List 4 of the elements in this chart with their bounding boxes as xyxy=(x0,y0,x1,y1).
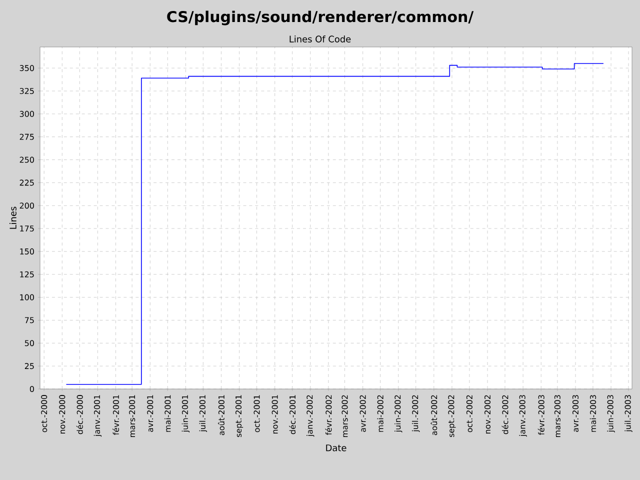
y-axis-title: Lines xyxy=(9,206,16,229)
chart-title: CS/plugins/sound/renderer/common/ xyxy=(167,10,474,26)
x-axis-title: Date xyxy=(326,444,346,452)
chart-subtitle: Lines Of Code xyxy=(290,36,351,42)
